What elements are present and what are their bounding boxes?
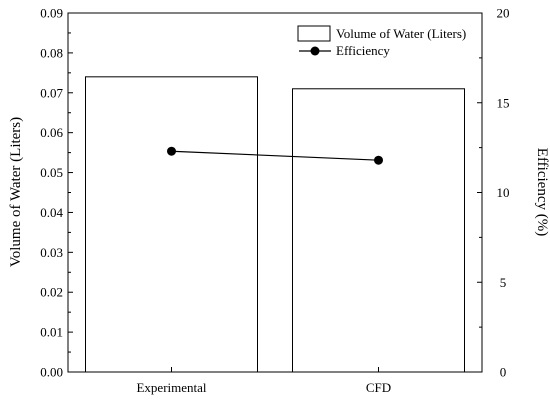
efficiency-point-cfd [374,155,383,165]
left-tick-label: 0.04 [40,205,63,220]
left-tick-label: 0.01 [40,325,63,340]
right-tick-label: 15 [497,95,510,110]
right-tick-label: 5 [500,275,507,290]
x-tick-label-experimental: Experimental [136,380,206,395]
legend-line-marker [310,46,320,56]
bar-experimental [85,76,258,373]
right-axis: 0 5 10 15 20 [477,6,510,380]
left-tick-label: 0.02 [40,285,63,300]
efficiency-line [171,150,379,161]
left-axis: 0.00 0.01 0.02 0.03 0.04 0.05 0.06 0.07 0.08 0.09 [40,6,73,380]
right-tick-label: 10 [497,185,510,200]
right-tick-label: 0 [500,365,507,380]
left-tick-label: 0.06 [40,125,63,140]
left-tick-label: 0.08 [40,45,63,60]
legend-bar-label: Volume of Water (Liters) [336,26,466,41]
legend-bar-swatch [297,25,331,42]
bar-cfd [292,88,465,373]
efficiency-point-experimental [167,146,176,156]
right-axis-label: Efficiency (%) [534,148,550,236]
x-tick-label-cfd: CFD [366,380,391,395]
left-tick-label: 0.00 [40,365,63,380]
left-tick-label: 0.07 [40,85,63,100]
right-tick-label: 20 [497,6,510,21]
left-tick-label: 0.05 [40,165,63,180]
left-axis-label: Volume of Water (Liters) [8,117,24,267]
legend-line-label: Efficiency [336,43,390,58]
left-tick-label: 0.09 [40,6,63,21]
bars-layer [85,76,465,373]
legend: Volume of Water (Liters) Efficiency [297,25,466,58]
left-tick-label: 0.03 [40,245,63,260]
efficiency-line-layer [167,146,383,165]
x-axis: Experimental CFD [136,367,391,395]
